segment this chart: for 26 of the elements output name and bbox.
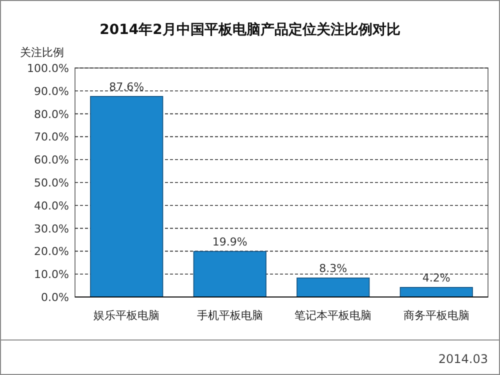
y-tick-label: 40.0% <box>34 199 69 212</box>
y-tick-label: 20.0% <box>34 245 69 258</box>
bar <box>193 251 266 298</box>
data-label: 4.2% <box>422 271 450 284</box>
y-tick-label: 50.0% <box>34 176 69 190</box>
y-tick-label: 70.0% <box>34 130 69 144</box>
x-tick-label: 手机平板电脑 <box>196 309 263 322</box>
y-tick-label: 100.0% <box>27 62 69 75</box>
y-tick-label: 80.0% <box>34 108 69 121</box>
bar <box>90 96 164 298</box>
y-tick-label: 60.0% <box>34 154 69 167</box>
y-tick-label: 90.0% <box>34 84 69 98</box>
y-tick-label: 10.0% <box>34 268 69 282</box>
bar <box>400 286 473 298</box>
y-tick-label: 30.0% <box>34 222 69 236</box>
bar <box>296 278 370 298</box>
x-tick-label: 笔记本平板电脑 <box>294 309 372 322</box>
x-tick-label: 商务平板电脑 <box>403 309 470 322</box>
x-tick-label: 娱乐平板电脑 <box>94 309 160 322</box>
text: 2014.03 <box>438 352 488 366</box>
chart-title: 2014年2月中国平板电脑产品定位关注比例对比 <box>100 21 400 38</box>
y-tick-label: 0.0% <box>41 291 69 304</box>
data-label: 8.3% <box>319 262 348 275</box>
data-label: 87.6% <box>109 80 144 94</box>
data-label: 19.9% <box>212 235 248 248</box>
y-axis-title: 关注比例 <box>20 46 64 59</box>
